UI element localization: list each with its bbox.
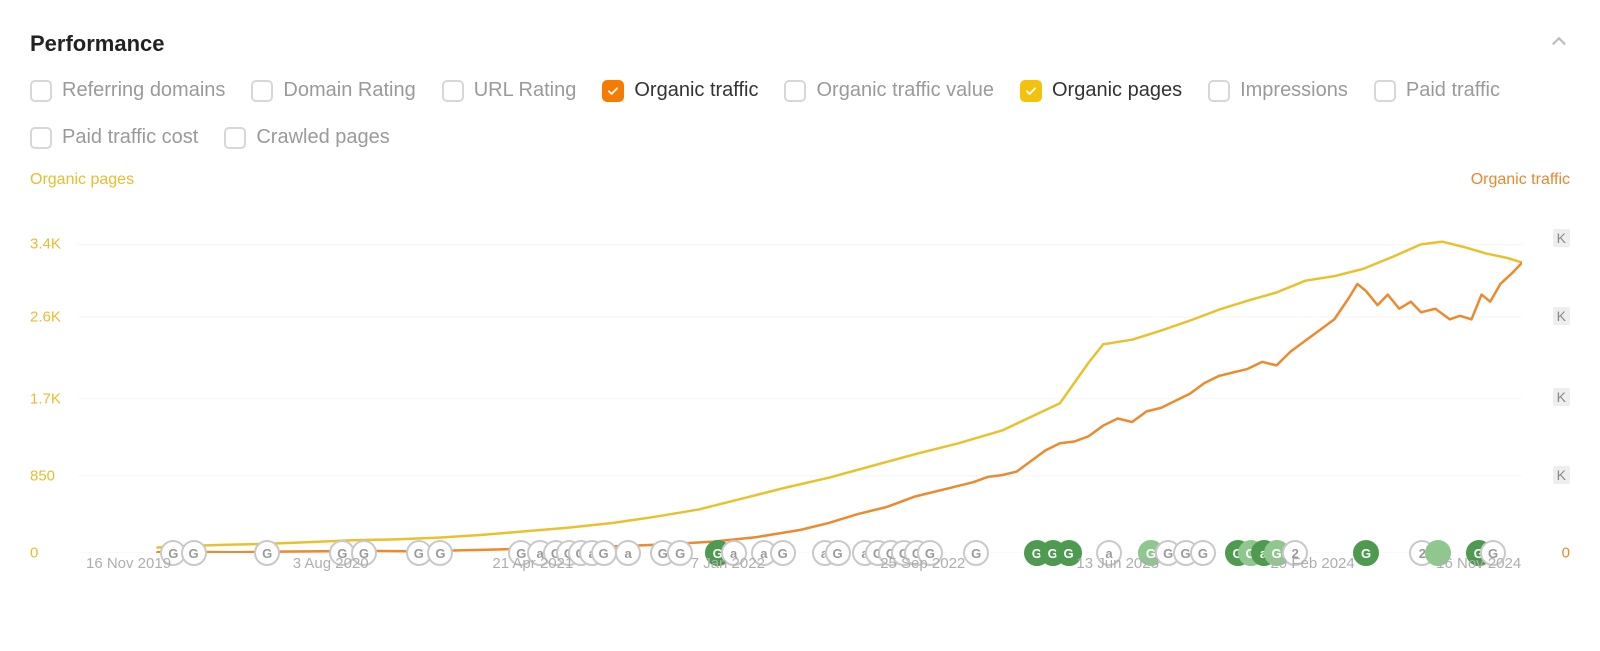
filter-impressions[interactable]: Impressions xyxy=(1208,79,1348,102)
checkbox-icon xyxy=(602,80,624,102)
x-tick-label: 16 Nov 2024 xyxy=(1436,555,1521,572)
filter-label: Paid traffic xyxy=(1406,79,1500,102)
x-tick-label: 7 Jan 2022 xyxy=(691,555,765,572)
y-tick-label: K xyxy=(1553,229,1570,247)
y-tick-label: 850 xyxy=(30,467,55,484)
y-tick-label: 0 xyxy=(1562,545,1570,562)
filter-organic_pages[interactable]: Organic pages xyxy=(1020,79,1182,102)
checkbox-icon xyxy=(442,80,464,102)
checkbox-icon xyxy=(30,80,52,102)
metric-filters: Referring domains Domain Rating URL Rating… xyxy=(30,79,1570,149)
x-tick-label: 16 Nov 2019 xyxy=(86,555,171,572)
plot-area[interactable] xyxy=(78,199,1522,553)
y-tick-label: K xyxy=(1553,307,1570,325)
x-tick-label: 25 Sep 2022 xyxy=(880,555,965,572)
filter-paid_traffic[interactable]: Paid traffic xyxy=(1374,79,1500,102)
y-tick-label: 2.6K xyxy=(30,309,61,326)
x-axis-labels: 16 Nov 2019 3 Aug 2020 21 Apr 2021 7 Jan 20… xyxy=(78,555,1522,577)
left-axis-title: Organic pages xyxy=(30,171,134,189)
filter-paid_traffic_cost[interactable]: Paid traffic cost xyxy=(30,126,198,149)
filter-label: Paid traffic cost xyxy=(62,126,198,149)
right-axis-ticks: 0KKKK xyxy=(1522,199,1570,553)
filter-label: URL Rating xyxy=(474,79,577,102)
right-axis-title: Organic traffic xyxy=(1471,171,1570,189)
collapse-icon[interactable] xyxy=(1548,30,1570,57)
checkbox-icon xyxy=(1374,80,1396,102)
checkbox-icon xyxy=(30,127,52,149)
performance-panel: Performance Referring domains Domain Rati… xyxy=(0,0,1600,587)
checkbox-icon xyxy=(784,80,806,102)
filter-label: Organic pages xyxy=(1052,79,1182,102)
panel-title: Performance xyxy=(30,31,165,57)
filter-organic_traffic[interactable]: Organic traffic xyxy=(602,79,758,102)
x-tick-label: 29 Feb 2024 xyxy=(1270,555,1354,572)
y-tick-label: 1.7K xyxy=(30,390,61,407)
filter-label: Impressions xyxy=(1240,79,1348,102)
checkbox-icon xyxy=(251,80,273,102)
left-axis-ticks: 08501.7K2.6K3.4K xyxy=(30,199,78,553)
filter-url_rating[interactable]: URL Rating xyxy=(442,79,577,102)
y-tick-label: 3.4K xyxy=(30,236,61,253)
x-tick-label: 3 Aug 2020 xyxy=(293,555,369,572)
y-tick-label: 0 xyxy=(30,545,38,562)
x-tick-label: 21 Apr 2021 xyxy=(492,555,573,572)
filter-referring_domains[interactable]: Referring domains xyxy=(30,79,225,102)
filter-label: Organic traffic xyxy=(634,79,758,102)
panel-header: Performance xyxy=(30,30,1570,57)
checkbox-icon xyxy=(224,127,246,149)
checkbox-icon xyxy=(1020,80,1042,102)
y-tick-label: K xyxy=(1553,466,1570,484)
filter-label: Domain Rating xyxy=(283,79,415,102)
filter-crawled_pages[interactable]: Crawled pages xyxy=(224,126,389,149)
checkbox-icon xyxy=(1208,80,1230,102)
filter-label: Organic traffic value xyxy=(816,79,994,102)
filter-label: Crawled pages xyxy=(256,126,389,149)
y-tick-label: K xyxy=(1553,388,1570,406)
filter-organic_traffic_value[interactable]: Organic traffic value xyxy=(784,79,994,102)
x-tick-label: 13 Jun 2023 xyxy=(1076,555,1159,572)
filter-domain_rating[interactable]: Domain Rating xyxy=(251,79,415,102)
performance-chart: Organic pages Organic traffic 08501.7K2.… xyxy=(30,177,1570,577)
filter-label: Referring domains xyxy=(62,79,225,102)
